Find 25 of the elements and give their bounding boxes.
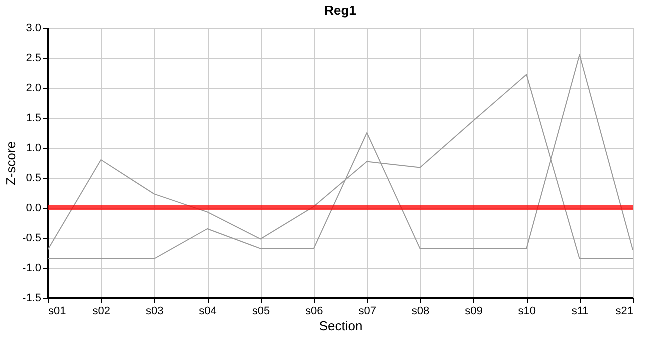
- x-tick-label: s01: [48, 306, 66, 318]
- y-tick-label: -0.5: [22, 232, 42, 244]
- y-tick-label: 1.5: [26, 112, 42, 124]
- x-tick-label: s11: [572, 306, 589, 318]
- chart-title: Reg1: [324, 3, 356, 18]
- x-tick-label: s04: [199, 306, 217, 318]
- y-tick-label: -1.0: [22, 262, 42, 274]
- x-tick-label: s02: [92, 306, 111, 318]
- y-tick-label: 0.5: [26, 172, 42, 184]
- x-tick-label: s10: [518, 306, 536, 318]
- y-axis-title: Z-score: [4, 141, 19, 186]
- y-tick-label: 0.0: [26, 202, 42, 214]
- y-tick-label: -1.5: [22, 292, 42, 304]
- x-tick-label: s06: [306, 306, 324, 318]
- x-tick-label: s07: [358, 306, 376, 318]
- x-tick-label: s08: [412, 306, 430, 318]
- x-tick-label: s09: [465, 306, 483, 318]
- y-tick-label: 2.5: [26, 52, 42, 64]
- x-tick-label: s05: [252, 306, 270, 318]
- x-axis-title: Section: [319, 318, 363, 334]
- y-tick-label: 3.0: [26, 22, 42, 34]
- x-tick-label: s21: [616, 306, 634, 318]
- x-tick-label: s03: [146, 306, 164, 318]
- y-tick-label: 1.0: [26, 142, 42, 154]
- y-tick-label: 2.0: [26, 82, 42, 94]
